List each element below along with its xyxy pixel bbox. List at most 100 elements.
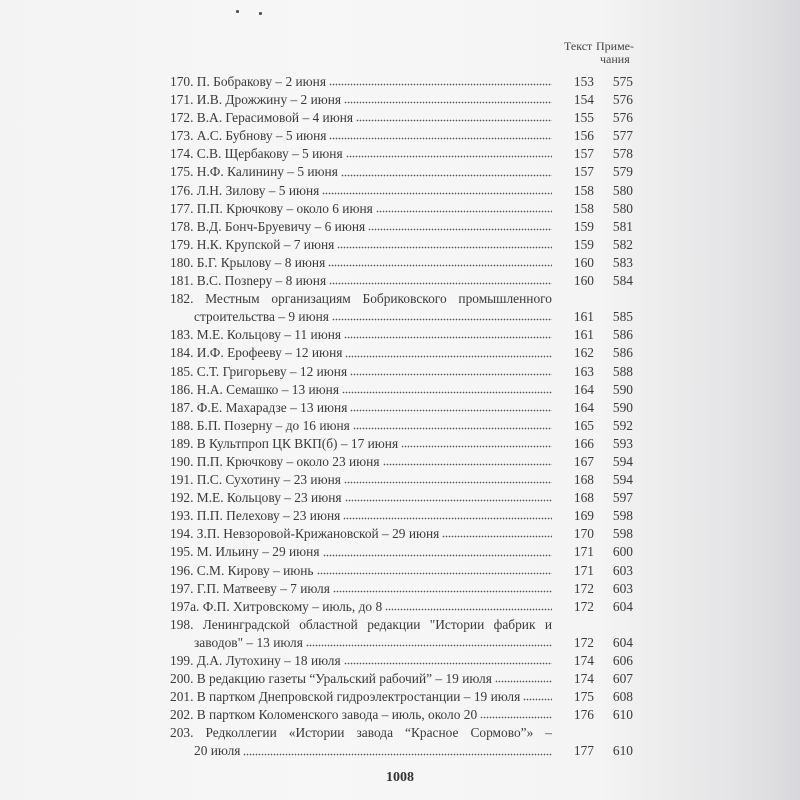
entry-title: 187. Ф.Е. Махарадзе – 13 июня xyxy=(170,399,348,415)
text-page: 177 xyxy=(573,743,594,759)
dot-leader xyxy=(329,127,552,141)
toc-entry: 180. Б.Г. Крылову – 8 июня 160 583 xyxy=(170,253,640,272)
entry-text: 20 июля xyxy=(194,742,552,760)
notes-page: 598 xyxy=(612,526,633,542)
text-page: 166 xyxy=(573,435,594,451)
entry-title: 191. П.С. Сухотину – 23 июня xyxy=(170,472,341,488)
entry-text: 198. Ленинградской областной редакции "И… xyxy=(170,616,552,634)
entry-text: 172. В.А. Герасимовой – 4 июня xyxy=(170,109,552,127)
entry-title: 195. М. Ильину – 29 июня xyxy=(170,544,320,560)
notes-page: 610 xyxy=(612,707,633,723)
notes-page: 603 xyxy=(612,580,633,596)
text-page: 171 xyxy=(573,544,594,560)
toc-entry: 178. В.Д. Бонч-Бруевичу – 6 июня 159 581 xyxy=(170,217,640,236)
entry-text: 177. П.П. Крючкову – около 6 июня xyxy=(170,199,552,218)
notes-page: 592 xyxy=(612,417,633,433)
entry-text: 196. С.М. Кирову – июнь xyxy=(170,561,552,580)
entry-title: 192. М.Е. Кольцову – 23 июня xyxy=(170,490,342,506)
toc-entry: 195. М. Ильину – 29 июня 171 600 xyxy=(170,543,640,561)
dot-leader xyxy=(368,217,552,231)
entry-text: 174. С.В. Щербакову – 5 июня xyxy=(170,145,552,163)
text-page: 169 xyxy=(573,508,594,524)
entry-text: 197. Г.П. Матвееву – 7 июля xyxy=(170,579,552,598)
dot-leader xyxy=(375,199,552,213)
entry-text: 189. В Культпроп ЦК ВКП(б) – 17 июня xyxy=(170,434,552,453)
entry-title: 203. Редколлегии «Истории завода “Красно… xyxy=(170,725,552,741)
entry-title: 183. М.Е. Кольцову – 11 июня xyxy=(170,327,342,343)
entry-title-continued: 20 июля xyxy=(194,743,241,759)
entry-text: 171. И.В. Дрожжину – 2 июня xyxy=(170,91,552,109)
text-page: 159 xyxy=(573,236,594,252)
dot-leader xyxy=(343,507,552,521)
toc-entry: 199. Д.А. Лутохину – 18 июля 174 606 xyxy=(170,652,640,670)
text-page: 164 xyxy=(573,399,594,415)
notes-page: 594 xyxy=(612,453,633,469)
dot-leader xyxy=(316,561,552,575)
toc-entry: 191. П.С. Сухотину – 23 июня 168 594 xyxy=(170,471,640,489)
toc-entry: 181. В.С. Позneру – 8 июня 160 584 xyxy=(170,272,640,290)
notes-page: 607 xyxy=(612,671,633,687)
toc-entry: 182. Местным организациям Бобриковского … xyxy=(170,290,640,308)
entry-title: 200. В редакцию газеты “Уральский рабочи… xyxy=(170,671,492,687)
entry-title-continued: строительства – 9 июня xyxy=(194,309,329,325)
entry-title: 202. В партком Коломенского завода – июл… xyxy=(170,707,478,723)
dot-leader xyxy=(337,235,552,249)
dot-leader xyxy=(341,380,552,394)
notes-page: 577 xyxy=(612,128,633,144)
column-header-notes-2: чания xyxy=(600,52,630,66)
text-page: 159 xyxy=(573,218,594,234)
entry-title: 177. П.П. Крючкову – около 6 июня xyxy=(170,200,373,216)
entry-title: 182. Местным организациям Бобриковского … xyxy=(170,291,552,307)
dot-leader xyxy=(340,163,552,177)
notes-page: 604 xyxy=(612,598,633,614)
toc-entry: 183. М.Е. Кольцову – 11 июня 161 586 xyxy=(170,326,640,344)
notes-page: 593 xyxy=(612,435,633,451)
entry-text: 195. М. Ильину – 29 июня xyxy=(170,543,552,561)
dot-leader xyxy=(350,398,552,412)
toc-entry-continuation: заводов" – 13 июля 172 604 xyxy=(170,633,640,652)
notes-page: 597 xyxy=(612,490,633,506)
entry-title: 172. В.А. Герасимовой – 4 июня xyxy=(170,110,354,126)
notes-page: 610 xyxy=(612,743,633,759)
entry-text: 193. П.П. Пелехову – 23 июня xyxy=(170,507,552,525)
notes-page: 584 xyxy=(612,273,633,289)
entry-title: 196. С.М. Кирову – июнь xyxy=(170,562,314,578)
notes-page: 586 xyxy=(612,327,633,343)
text-page: 172 xyxy=(573,580,594,596)
entry-title: 188. Б.П. Позерну – до 16 июня xyxy=(170,417,350,433)
toc-entry: 197. Г.П. Матвееву – 7 июля 172 603 xyxy=(170,579,640,598)
toc-entry: 194. З.П. Невзоровой-Крижановской – 29 и… xyxy=(170,525,640,543)
toc-entry: 192. М.Е. Кольцову – 23 июня 168 597 xyxy=(170,489,640,507)
text-page: 162 xyxy=(573,345,594,361)
notes-page: 581 xyxy=(612,218,633,234)
notes-page: 608 xyxy=(612,689,633,705)
notes-page: 579 xyxy=(612,164,633,180)
text-page: 160 xyxy=(573,254,594,270)
entry-text: 191. П.С. Сухотину – 23 июня xyxy=(170,471,552,489)
entry-title: 178. В.Д. Бонч-Бруевичу – 6 июня xyxy=(170,218,366,234)
text-page: 155 xyxy=(573,110,594,126)
text-page: 154 xyxy=(573,92,594,108)
text-page: 160 xyxy=(573,273,594,289)
entry-title: 189. В Культпроп ЦК ВКП(б) – 17 июня xyxy=(170,435,399,451)
text-page: 161 xyxy=(573,309,594,325)
toc-entry: 188. Б.П. Позерну – до 16 июня 165 592 xyxy=(170,416,640,435)
entry-title: 181. В.С. Позneру – 8 июня xyxy=(170,273,327,289)
toc-entry: 179. Н.К. Крупской – 7 июня 159 582 xyxy=(170,235,640,254)
entry-title: 173. А.С. Бубнову – 5 июня xyxy=(170,128,327,144)
entry-text: 194. З.П. Невзоровой-Крижановской – 29 и… xyxy=(170,525,552,543)
page-number: 1008 xyxy=(386,770,414,785)
dot-leader xyxy=(329,272,552,286)
entry-text: 183. М.Е. Кольцову – 11 июня xyxy=(170,326,552,344)
entry-title: 197. Г.П. Матвееву – 7 июля xyxy=(170,580,330,596)
toc-entry: 174. С.В. Щербакову – 5 июня 157 578 xyxy=(170,145,640,163)
scan-speck xyxy=(236,10,239,13)
toc-entry: 197а. Ф.П. Хитровскому – июль, до 8 172 60… xyxy=(170,597,640,616)
notes-page: 600 xyxy=(612,544,633,560)
dot-leader xyxy=(442,525,552,539)
entry-title: 199. Д.А. Лутохину – 18 июля xyxy=(170,653,341,668)
toc-entry: 172. В.А. Герасимовой – 4 июня 155 576 xyxy=(170,109,640,127)
entry-text: 186. Н.А. Семашко – 13 июня xyxy=(170,380,552,399)
entry-text: 184. И.Ф. Ерофееву – 12 июня xyxy=(170,344,552,362)
dot-leader xyxy=(344,489,552,503)
